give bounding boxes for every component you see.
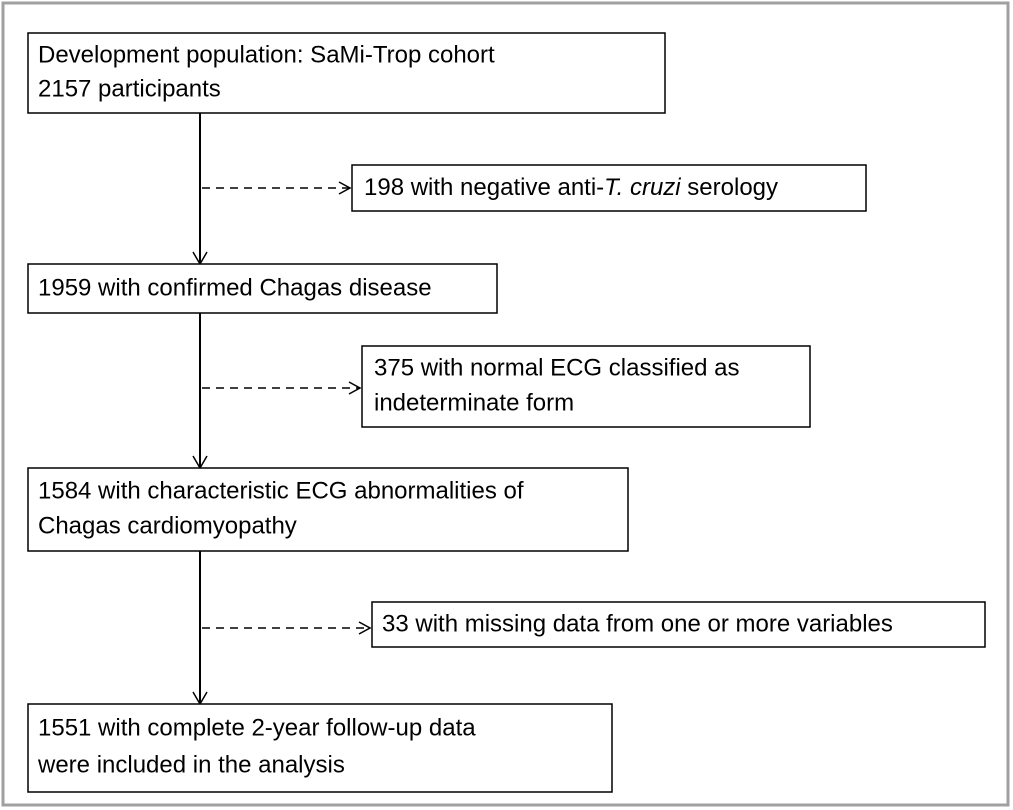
node-text: 1551 with complete 2-year follow-up data [38,714,476,741]
node-text: 1584 with characteristic ECG abnormaliti… [38,477,524,504]
node-text: were included in the analysis [37,751,345,778]
node-box [27,263,498,314]
node-text: 2157 participants [38,75,221,102]
node-box [371,601,986,648]
arrow-head [338,181,352,195]
node-text: 198 with negative anti-T. cruzi serology [364,174,778,201]
arrow-head [358,621,372,635]
node-text: 375 with normal ECG classified as [374,354,739,381]
node-box [361,345,811,428]
arrow-head [348,381,362,395]
node-box [27,32,666,114]
text-segment: T. cruzi [604,174,681,201]
node-text: indeterminate form [374,389,574,416]
node-text: 1959 with confirmed Chagas disease [38,274,432,301]
node-text: Development population: SaMi-Trop cohort [38,41,495,68]
node-box [27,703,613,793]
node-text: 33 with missing data from one or more va… [382,610,893,637]
node-box [351,164,867,212]
node-box [27,467,629,552]
text-segment: 198 with negative anti- [364,174,604,201]
text-segment: serology [681,174,778,201]
node-text: Chagas cardiomyopathy [38,512,297,539]
